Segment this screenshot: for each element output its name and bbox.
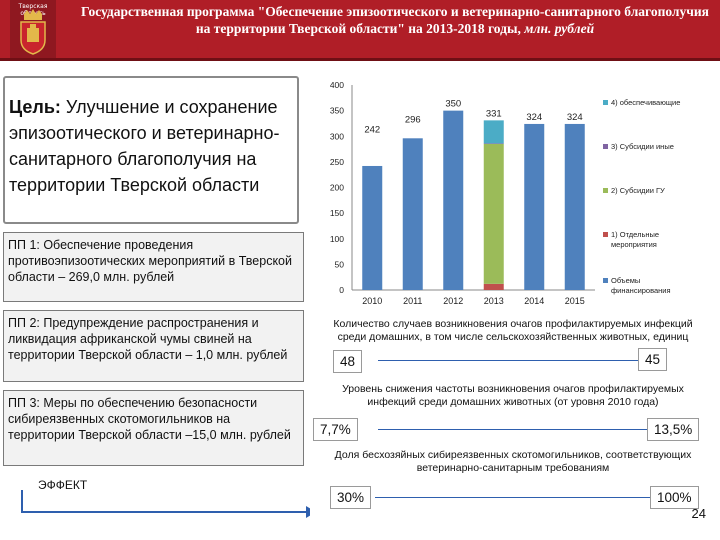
header-bar: Тверская область Государственная програм…: [0, 0, 720, 58]
indicator-1-from: 48: [333, 350, 363, 373]
legend-swatch: [603, 100, 608, 105]
bar-segment: [564, 123, 585, 290]
legend-label: 1) Отдельные: [611, 230, 659, 239]
indicator-1-text: Количество случаев возникновения очагов …: [333, 318, 693, 343]
data-label: 324: [567, 112, 583, 123]
x-tick-label: 2013: [484, 296, 504, 306]
y-tick-label: 0: [339, 285, 344, 295]
goal-label: Цель:: [9, 97, 61, 117]
bar-segment: [483, 283, 504, 290]
crown-shield-icon: [20, 9, 46, 55]
data-label: 350: [445, 99, 461, 110]
legend-label: 4) обеспечивающие: [611, 98, 680, 107]
bar-segment: [402, 138, 423, 290]
x-tick-label: 2012: [443, 296, 463, 306]
y-tick-label: 350: [330, 106, 344, 116]
bar-segment: [362, 165, 383, 290]
legend-swatch: [603, 232, 608, 237]
data-label: 242: [364, 124, 380, 135]
y-tick-label: 400: [330, 80, 344, 90]
indicator-2-to: 13,5%: [647, 418, 700, 441]
subprogram-1-box: ПП 1: Обеспечение проведения противоэпиз…: [3, 232, 304, 302]
page-title-unit: млн. рублей: [524, 21, 595, 36]
coat-of-arms-logo: Тверская область: [10, 0, 56, 58]
goal-box: Цель: Улучшение и сохранение эпизоотичес…: [3, 76, 299, 224]
legend-swatch: [603, 278, 608, 283]
bar-segment: [524, 123, 545, 290]
legend-label: 2) Субсидии ГУ: [611, 186, 665, 195]
indicator-2-text: Уровень снижения частоты возникновения о…: [342, 383, 684, 408]
indicator-3-from: 30%: [330, 486, 372, 509]
effect-arrow: [21, 490, 310, 518]
indicator-3-connector: [375, 497, 650, 498]
data-label: 296: [405, 114, 421, 125]
goal-text: Цель: Улучшение и сохранение эпизоотичес…: [9, 94, 297, 198]
legend-swatch: [603, 188, 608, 193]
header-divider: [0, 58, 720, 61]
x-tick-label: 2015: [565, 296, 585, 306]
subprogram-2-box: ПП 2: Предупреждение распространения и л…: [3, 310, 304, 382]
indicator-1-to: 45: [638, 348, 668, 371]
legend-label: мероприятия: [611, 240, 657, 249]
page-title-text: Государственная программа "Обеспечение э…: [81, 4, 709, 36]
legend-label: Объемы: [611, 276, 640, 285]
bar-segment: [483, 143, 504, 144]
x-tick-label: 2011: [403, 296, 422, 306]
legend-swatch: [603, 144, 608, 149]
y-tick-label: 150: [330, 208, 344, 218]
y-tick-label: 250: [330, 157, 344, 167]
y-tick-label: 300: [330, 131, 344, 141]
page-number: 24: [691, 506, 706, 521]
bar-segment: [483, 143, 504, 284]
y-tick-label: 50: [335, 259, 345, 269]
x-tick-label: 2010: [362, 296, 382, 306]
x-tick-label: 2014: [524, 296, 544, 306]
subprogram-3-box: ПП 3: Меры по обеспечению безопасности с…: [3, 390, 304, 466]
indicator-3-to: 100%: [650, 486, 699, 509]
data-label: 331: [486, 108, 502, 119]
bar-segment: [483, 120, 504, 144]
indicator-3-text: Доля бесхозяйных сибиреязвенных скотомог…: [334, 449, 692, 474]
y-tick-label: 100: [330, 234, 344, 244]
bar-segment: [443, 110, 464, 290]
indicator-1-connector: [378, 360, 638, 361]
y-tick-label: 200: [330, 183, 344, 193]
indicator-2-from: 7,7%: [313, 418, 358, 441]
page-title: Государственная программа "Обеспечение э…: [80, 3, 710, 37]
legend-label: финансирования: [611, 286, 671, 295]
data-label: 324: [526, 112, 542, 123]
indicator-2-connector: [378, 429, 648, 430]
legend-label: 3) Субсидии иные: [611, 142, 674, 151]
goal-description: Улучшение и сохранение эпизоотического и…: [9, 97, 280, 195]
plot-area: [352, 85, 595, 290]
effect-label: ЭФФЕКТ: [38, 478, 88, 492]
